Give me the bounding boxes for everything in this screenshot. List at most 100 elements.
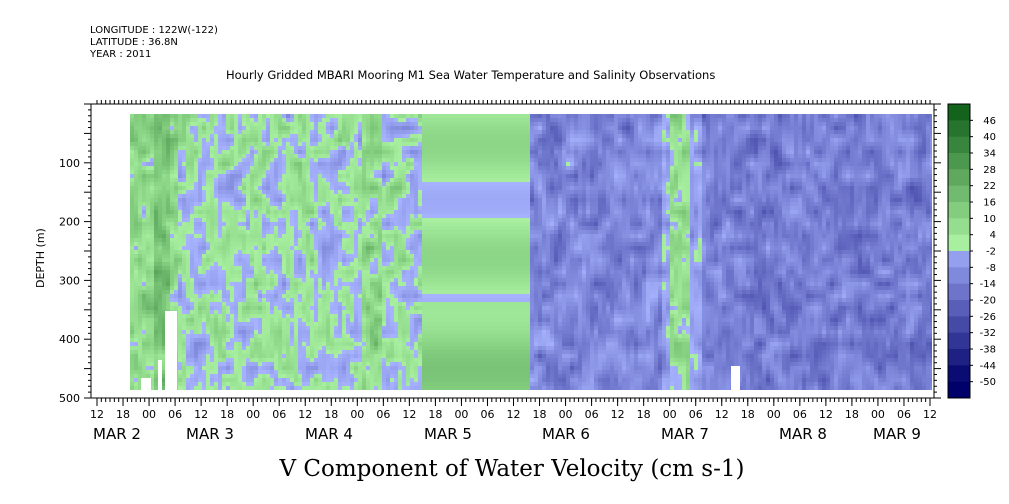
field-cell	[378, 286, 382, 290]
field-cell	[162, 290, 166, 294]
field-cell	[210, 162, 214, 166]
field-cell	[350, 126, 354, 130]
field-cell	[150, 114, 154, 118]
field-cell	[394, 386, 398, 390]
field-cell	[146, 246, 150, 250]
field-cell	[226, 374, 230, 378]
field-cell	[390, 330, 394, 334]
field-cell	[214, 314, 218, 318]
field-cell	[410, 362, 414, 366]
field-cell	[246, 230, 250, 234]
field-cell	[314, 282, 318, 286]
field-cell	[230, 182, 234, 186]
field-cell	[282, 374, 286, 378]
field-cell	[262, 226, 266, 230]
field-cell	[306, 314, 310, 318]
field-cell	[290, 230, 294, 234]
field-cell	[210, 302, 214, 306]
field-cell	[270, 322, 274, 326]
field-cell	[142, 278, 146, 282]
field-cell	[382, 362, 386, 366]
field-cell	[346, 142, 350, 146]
field-cell	[330, 174, 334, 178]
field-cell	[142, 162, 146, 166]
field-cell	[138, 142, 142, 146]
field-cell	[226, 118, 230, 122]
field-cell	[366, 258, 370, 262]
field-cell	[410, 270, 414, 274]
field-cell	[370, 162, 374, 166]
field-cell	[394, 238, 398, 242]
field-cell	[218, 238, 222, 242]
field-cell	[266, 262, 270, 266]
field-cell	[390, 238, 394, 242]
field-cell	[194, 322, 198, 326]
field-cell	[354, 190, 358, 194]
field-cell	[230, 202, 234, 206]
field-cell	[402, 166, 406, 170]
field-cell	[266, 206, 270, 210]
field-cell	[234, 114, 238, 118]
field-cell	[130, 246, 134, 250]
field-cell	[354, 310, 358, 314]
field-cell	[370, 338, 374, 342]
field-cell	[318, 350, 322, 354]
field-cell	[330, 150, 334, 154]
field-cell	[178, 274, 182, 278]
field-cell	[130, 306, 134, 310]
field-cell	[214, 198, 218, 202]
field-cell	[358, 358, 362, 362]
field-cell	[182, 222, 186, 226]
field-cell	[286, 242, 290, 246]
field-cell	[322, 122, 326, 126]
field-cell	[326, 262, 330, 266]
field-cell	[370, 362, 374, 366]
field-cell	[294, 138, 298, 142]
field-cell	[238, 350, 242, 354]
field-cell	[282, 122, 286, 126]
field-cell	[238, 246, 242, 250]
field-cell	[274, 210, 278, 214]
field-cell	[322, 322, 326, 326]
field-cell	[398, 334, 402, 338]
field-cell	[310, 146, 314, 150]
field-cell	[134, 302, 138, 306]
field-cell	[222, 306, 226, 310]
field-cell	[282, 126, 286, 130]
field-cell	[154, 278, 158, 282]
field-cell	[374, 242, 378, 246]
field-cell	[250, 214, 254, 218]
field-cell	[374, 138, 378, 142]
field-cell	[318, 254, 322, 258]
field-cell	[390, 214, 394, 218]
field-cell	[238, 190, 242, 194]
field-cell	[150, 282, 154, 286]
field-cell	[370, 374, 374, 378]
field-cell	[218, 330, 222, 334]
field-cell	[418, 158, 422, 162]
field-cell	[398, 362, 402, 366]
field-cell	[138, 338, 142, 342]
field-cell	[374, 230, 378, 234]
field-cell	[162, 374, 166, 378]
field-cell	[210, 266, 214, 270]
field-cell	[342, 154, 346, 158]
field-cell	[362, 150, 366, 154]
field-cell	[238, 238, 242, 242]
field-cell	[282, 166, 286, 170]
field-cell	[258, 178, 262, 182]
field-cell	[134, 158, 138, 162]
field-cell	[286, 306, 290, 310]
field-cell	[162, 278, 166, 282]
field-cell	[330, 178, 334, 182]
field-cell	[258, 210, 262, 214]
field-cell	[354, 338, 358, 342]
field-cell	[282, 218, 286, 222]
field-cell	[350, 230, 354, 234]
field-cell	[310, 242, 314, 246]
field-cell	[186, 142, 190, 146]
field-cell	[198, 238, 202, 242]
field-cell	[178, 190, 182, 194]
field-cell	[194, 202, 198, 206]
field-cell	[134, 250, 138, 254]
